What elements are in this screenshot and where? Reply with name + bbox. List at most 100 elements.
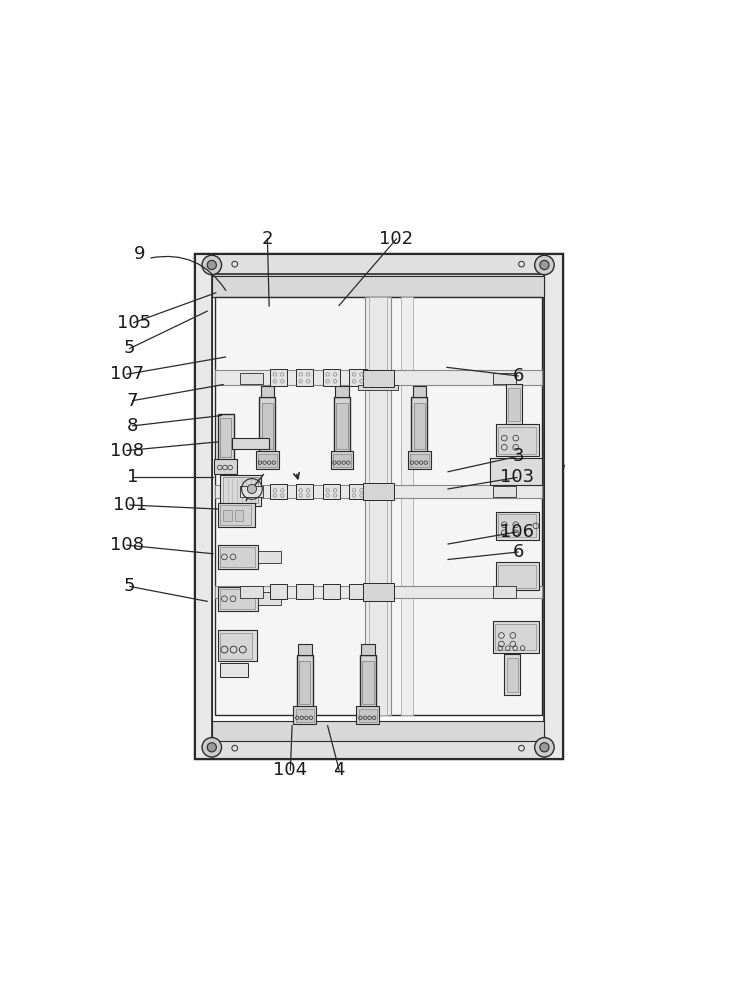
Bar [258, 551, 280, 563]
Bar [506, 384, 522, 424]
Bar [363, 370, 394, 387]
Text: 1: 1 [127, 468, 138, 486]
Bar [349, 369, 366, 386]
Bar [331, 451, 354, 469]
Bar [221, 475, 260, 506]
Bar [361, 644, 374, 655]
Bar [360, 655, 376, 707]
Bar [262, 403, 273, 449]
Bar [297, 655, 313, 707]
Bar [493, 586, 516, 598]
Bar [336, 403, 348, 449]
Bar [323, 369, 340, 386]
Bar [212, 276, 545, 297]
Circle shape [202, 738, 221, 757]
Bar [411, 397, 428, 452]
Bar [258, 592, 280, 605]
Bar [215, 297, 542, 715]
Text: 5: 5 [124, 577, 135, 595]
Bar [323, 484, 340, 499]
Bar [221, 663, 248, 677]
Circle shape [207, 743, 216, 752]
Bar [408, 451, 431, 469]
Bar [359, 709, 377, 722]
Text: 3: 3 [512, 447, 524, 465]
Bar [496, 512, 539, 540]
Bar [195, 254, 562, 758]
Bar [270, 584, 287, 599]
Text: 102: 102 [380, 230, 414, 248]
Bar [218, 587, 258, 611]
Text: 5: 5 [124, 339, 135, 357]
Bar [362, 661, 374, 704]
Text: 105: 105 [117, 314, 151, 332]
Text: 101: 101 [112, 496, 147, 514]
Bar [504, 654, 520, 695]
Bar [507, 658, 518, 692]
Text: 104: 104 [273, 761, 307, 779]
Bar [223, 510, 232, 521]
Bar [496, 424, 539, 456]
Bar [215, 370, 542, 385]
Bar [495, 624, 536, 650]
Bar [232, 438, 269, 449]
Bar [270, 484, 287, 499]
Text: 108: 108 [110, 442, 144, 460]
Circle shape [247, 484, 257, 494]
Circle shape [535, 255, 554, 275]
Bar [296, 584, 313, 599]
Text: 106: 106 [500, 523, 534, 541]
Bar [221, 589, 255, 609]
Text: 4: 4 [333, 761, 345, 779]
Bar [195, 254, 212, 758]
Bar [414, 403, 425, 449]
Bar [240, 373, 263, 384]
Bar [221, 547, 255, 567]
Bar [363, 483, 394, 500]
Bar [299, 661, 311, 704]
Bar [220, 418, 232, 457]
Bar [335, 386, 349, 397]
Bar [349, 584, 366, 599]
Bar [260, 397, 275, 452]
Text: 6: 6 [512, 367, 524, 385]
Bar [235, 510, 243, 521]
Circle shape [202, 255, 221, 275]
Bar [363, 583, 394, 601]
Text: 108: 108 [110, 536, 144, 554]
Bar [349, 484, 366, 499]
Bar [214, 459, 237, 474]
Bar [410, 454, 428, 467]
Bar [270, 369, 287, 386]
Bar [323, 584, 340, 599]
Bar [195, 736, 562, 758]
Circle shape [207, 260, 216, 270]
Text: 9: 9 [134, 245, 145, 263]
Bar [258, 454, 277, 467]
Bar [412, 386, 426, 397]
Circle shape [535, 738, 554, 757]
Bar [358, 385, 398, 390]
Bar [215, 586, 542, 598]
Bar [498, 427, 536, 454]
Bar [498, 514, 536, 537]
Ellipse shape [226, 263, 238, 273]
Bar [508, 388, 519, 421]
Bar [369, 297, 387, 715]
Bar [295, 709, 314, 722]
Bar [297, 644, 312, 655]
Bar [333, 454, 352, 467]
Bar [401, 297, 412, 715]
Text: 6: 6 [512, 543, 524, 561]
Bar [498, 565, 536, 588]
Bar [218, 414, 234, 460]
Bar [334, 397, 350, 452]
Polygon shape [542, 463, 565, 479]
Bar [493, 621, 539, 653]
Bar [490, 458, 542, 485]
Text: 107: 107 [110, 365, 144, 383]
Text: 2: 2 [262, 230, 273, 248]
Bar [220, 505, 252, 525]
Text: 103: 103 [500, 468, 534, 486]
Bar [296, 484, 313, 499]
